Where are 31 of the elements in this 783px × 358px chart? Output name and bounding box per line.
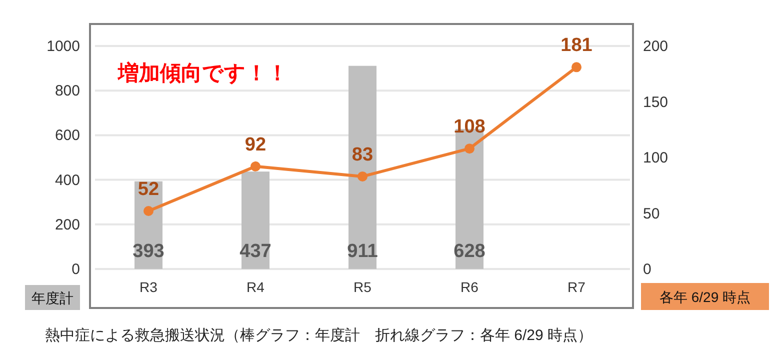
x-tick-label: R3 <box>140 279 158 295</box>
y2-tick-label: 0 <box>643 261 652 278</box>
y-tick-label: 1000 <box>46 38 80 55</box>
y-axis-title: 年度計 <box>32 290 74 306</box>
x-tick-label: R6 <box>460 279 479 295</box>
point <box>358 171 368 182</box>
annotation: 増加傾向です！！ <box>117 61 288 85</box>
y2-tick-label: 150 <box>643 94 668 111</box>
y-tick-label: 0 <box>72 261 80 278</box>
data-label: 181 <box>560 35 593 56</box>
y2-tick-label: 100 <box>643 150 668 166</box>
data-label: 92 <box>244 134 266 156</box>
x-tick-label: R5 <box>354 279 372 295</box>
data-label: 108 <box>454 116 486 138</box>
point <box>144 206 154 216</box>
data-label: 83 <box>352 144 374 166</box>
y2-tick-label: 200 <box>643 38 668 55</box>
bar <box>348 66 376 269</box>
y-tick-label: 200 <box>54 216 80 234</box>
point <box>464 144 474 154</box>
y-tick-label: 600 <box>54 127 80 144</box>
y2-tick-label: 50 <box>643 205 660 222</box>
text: 熱中症による救急搬送状況（棒グラフ：年度計 折れ線グラフ：各年 6/29 時点） <box>45 327 593 344</box>
y-tick-label: 800 <box>54 82 80 100</box>
y2-axis-title: 各年 6/29 時点 <box>659 289 751 305</box>
y-tick-label: 400 <box>54 172 80 189</box>
point <box>572 62 582 72</box>
x-tick-label: R7 <box>568 279 586 295</box>
data-label: 52 <box>138 179 160 200</box>
x-tick-label: R4 <box>246 279 265 295</box>
point <box>250 161 260 172</box>
